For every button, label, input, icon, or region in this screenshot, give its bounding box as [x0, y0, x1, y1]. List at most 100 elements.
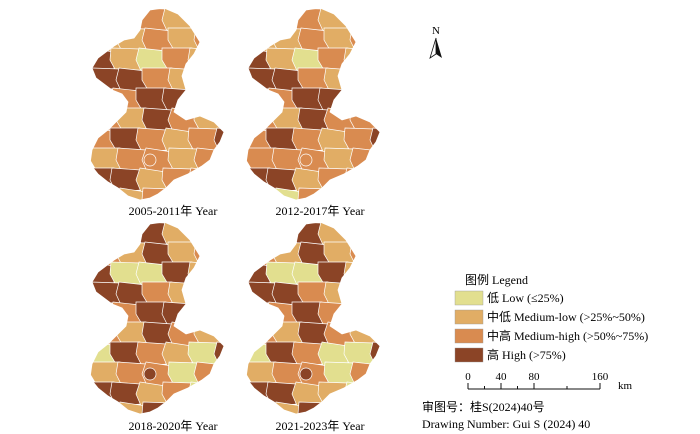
county-region — [193, 67, 224, 95]
urban-core-2 — [299, 153, 313, 167]
urban-core-1 — [143, 153, 157, 167]
drawing-number: Drawing Number: Gui S (2024) 40 — [422, 417, 590, 431]
county-region — [349, 281, 380, 309]
map-regions-4 — [246, 222, 380, 414]
scale-tick-160: 160 — [592, 371, 609, 383]
county-region — [90, 401, 123, 414]
county-region — [369, 261, 380, 289]
legend: 图例 Legend 低 Low (≤25%) 中低 Medium-low (>2… — [454, 273, 648, 363]
county-region — [213, 301, 224, 326]
county-region — [187, 222, 223, 245]
county-region — [349, 321, 380, 346]
county-region — [343, 47, 377, 73]
county-region — [369, 301, 380, 326]
map-regions-3 — [90, 222, 224, 414]
county-region — [343, 222, 379, 245]
map-regions-2 — [246, 8, 380, 200]
county-region — [246, 222, 273, 247]
county-region — [265, 222, 297, 249]
map-outline-3 — [89, 221, 225, 415]
county-region — [213, 261, 224, 289]
county-region — [193, 321, 224, 346]
county-region — [213, 381, 224, 405]
urban-core-3 — [143, 367, 157, 381]
panel-label-4: 2021-2023年 Year — [275, 419, 364, 433]
county-region — [369, 341, 380, 368]
county-region — [187, 261, 221, 287]
north-label: N — [432, 25, 440, 37]
county-region — [213, 87, 224, 112]
legend-swatch-high — [454, 347, 484, 363]
legend-item-low: 低 Low (≤25%) — [454, 290, 564, 306]
legend-label-high: 高 High (>75%) — [487, 347, 566, 362]
county-region — [343, 301, 375, 329]
county-region — [213, 341, 224, 368]
county-region — [343, 8, 379, 31]
urban-core-4 — [299, 367, 313, 381]
scale-tick-80: 80 — [529, 371, 541, 383]
north-arrow-icon — [429, 37, 442, 59]
county-region — [187, 8, 223, 31]
map-panel-4 — [245, 221, 381, 415]
county-region — [187, 301, 219, 329]
county-region — [246, 187, 279, 200]
county-region — [109, 8, 141, 35]
county-region — [343, 87, 375, 115]
county-region — [90, 187, 123, 200]
county-region — [369, 8, 380, 33]
scale-tick-40: 40 — [496, 371, 508, 383]
panel-label-3: 2018-2020年 Year — [128, 419, 217, 433]
legend-swatch-medium-high — [454, 328, 484, 344]
county-region — [187, 47, 221, 73]
scale-bar-ruler — [467, 383, 601, 390]
county-region — [213, 127, 224, 154]
county-region — [246, 8, 273, 33]
legend-item-medium-low: 中低 Medium-low (>25%~50%) — [454, 309, 645, 325]
county-region — [369, 47, 380, 75]
county-region — [246, 301, 274, 326]
legend-item-high: 高 High (>75%) — [454, 347, 566, 363]
scale-tick-0: 0 — [465, 371, 471, 383]
county-region — [265, 8, 297, 35]
north-arrow: N — [429, 25, 442, 59]
legend-label-low: 低 Low (≤25%) — [487, 291, 564, 305]
legend-item-medium-high: 中高 Medium-high (>50%~75%) — [454, 328, 648, 344]
county-region — [246, 87, 274, 112]
county-region — [369, 87, 380, 112]
county-region — [90, 87, 118, 112]
legend-label-medium-high: 中高 Medium-high (>50%~75%) — [487, 328, 648, 343]
county-region — [369, 167, 380, 191]
county-region — [213, 47, 224, 75]
county-region — [213, 167, 224, 191]
county-region — [343, 261, 377, 287]
map-outline-1 — [89, 7, 225, 201]
county-region — [213, 222, 224, 247]
county-region — [246, 401, 279, 414]
map-outline-2 — [245, 7, 381, 201]
legend-swatch-low — [454, 290, 484, 306]
scale-unit: km — [618, 380, 633, 392]
map-panel-2 — [245, 7, 381, 201]
county-region — [369, 222, 380, 247]
panel-label-2: 2012-2017年 Year — [275, 204, 364, 218]
county-region — [90, 301, 118, 326]
county-region — [349, 67, 380, 95]
legend-title: 图例 Legend — [465, 273, 528, 287]
map-regions-1 — [90, 8, 224, 200]
scale-bar: 0 40 80 160 km — [465, 371, 632, 392]
county-region — [187, 87, 219, 115]
county-region — [213, 8, 224, 33]
county-region — [193, 281, 224, 309]
map-panel-3 — [89, 221, 225, 415]
map-outline-4 — [245, 221, 381, 415]
county-region — [369, 127, 380, 154]
county-region — [369, 381, 380, 405]
legend-swatch-medium-low — [454, 309, 484, 325]
county-region — [90, 222, 117, 247]
county-region — [109, 222, 141, 249]
review-number: 审图号：桂S(2024)40号 — [422, 399, 545, 414]
legend-label-medium-low: 中低 Medium-low (>25%~50%) — [487, 309, 645, 324]
county-region — [193, 107, 224, 132]
county-region — [90, 8, 117, 33]
